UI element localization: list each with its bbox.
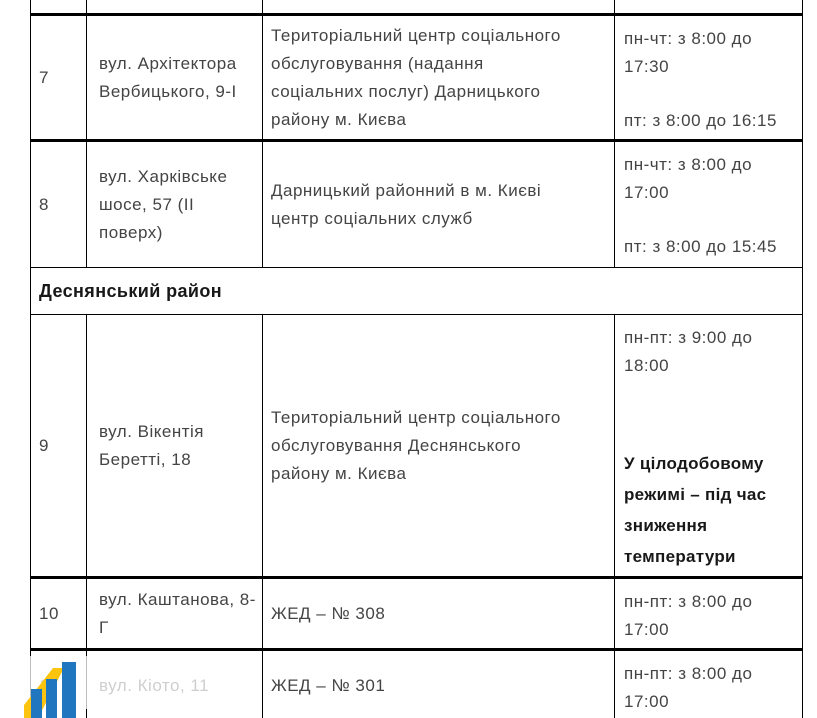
institution-cell: ЖЕД – № 308 [262, 576, 615, 650]
address-cell: вул. Вікентія Беретті, 18 [86, 314, 263, 578]
section-header-label: Деснянський район [30, 267, 803, 315]
table-row: 10 вул. Каштанова, 8-Г ЖЕД – № 308 пн-пт… [30, 576, 803, 650]
address-cell: вул. Харківське шосе, 57 (ІІ поверх) [86, 139, 263, 268]
schedule-line-2: пт: з 8:00 до 15:45 [624, 237, 777, 256]
schedule-line-1: пн-чт: з 8:00 до 17:30 [624, 29, 753, 76]
schedule-24h-note: У цілодобовому режимі – під час зниження… [624, 454, 767, 566]
row-number-cell: 8 [30, 139, 87, 268]
table-row: 7 вул. Архітектора Вербицького, 9-І Тери… [30, 13, 803, 141]
table-row: 8 вул. Харківське шосе, 57 (ІІ поверх) Д… [30, 139, 803, 268]
stub-cell [614, 0, 803, 15]
schedule-line-1: пн-пт: з 8:00 до 17:00 [624, 592, 753, 639]
row-number-cell: 9 [30, 314, 87, 578]
section-header-row: Деснянський район [30, 267, 803, 315]
schedule-cell: пн-чт: з 8:00 до 17:30 пт: з 8:00 до 16:… [614, 13, 803, 141]
stub-cell [30, 0, 87, 15]
address-cell: вул. Архітектора Вербицького, 9-І [86, 13, 263, 141]
row-number-cell: 10 [30, 576, 87, 650]
stub-cell [86, 0, 263, 15]
address-cell: вул. Каштанова, 8-Г [86, 576, 263, 650]
table-row: 9 вул. Вікентія Беретті, 18 Територіальн… [30, 314, 803, 578]
institution-cell: Дарницький районний в м. Києві центр соц… [262, 139, 615, 268]
schedule-cell: пн-пт: з 8:00 до 17:00 [614, 648, 803, 718]
schedule-cell: пн-пт: з 9:00 до 18:00 У цілодобовому ре… [614, 314, 803, 578]
row-number-cell: 7 [30, 13, 87, 141]
schedule-line-2: пт: з 8:00 до 16:15 [624, 111, 777, 130]
schedule-cell: пн-чт: з 8:00 до 17:00 пт: з 8:00 до 15:… [614, 139, 803, 268]
schedule-line-1: пн-пт: з 8:00 до 17:00 [624, 664, 753, 711]
schedule-cell: пн-пт: з 8:00 до 17:00 [614, 576, 803, 650]
clipped-row-top [30, 0, 803, 15]
schedule-table: 7 вул. Архітектора Вербицького, 9-І Тери… [30, 0, 803, 718]
schedule-line-1: пн-пт: з 9:00 до 18:00 [624, 328, 753, 375]
institution-cell: ЖЕД – № 301 [262, 648, 615, 718]
schedule-line-1: пн-чт: з 8:00 до 17:00 [624, 155, 753, 202]
growth-bars-logo-icon [24, 662, 76, 718]
institution-cell: Територіальний центр соціального обслуго… [262, 13, 615, 141]
stub-cell [262, 0, 615, 15]
institution-cell: Територіальний центр соціального обслуго… [262, 314, 615, 578]
